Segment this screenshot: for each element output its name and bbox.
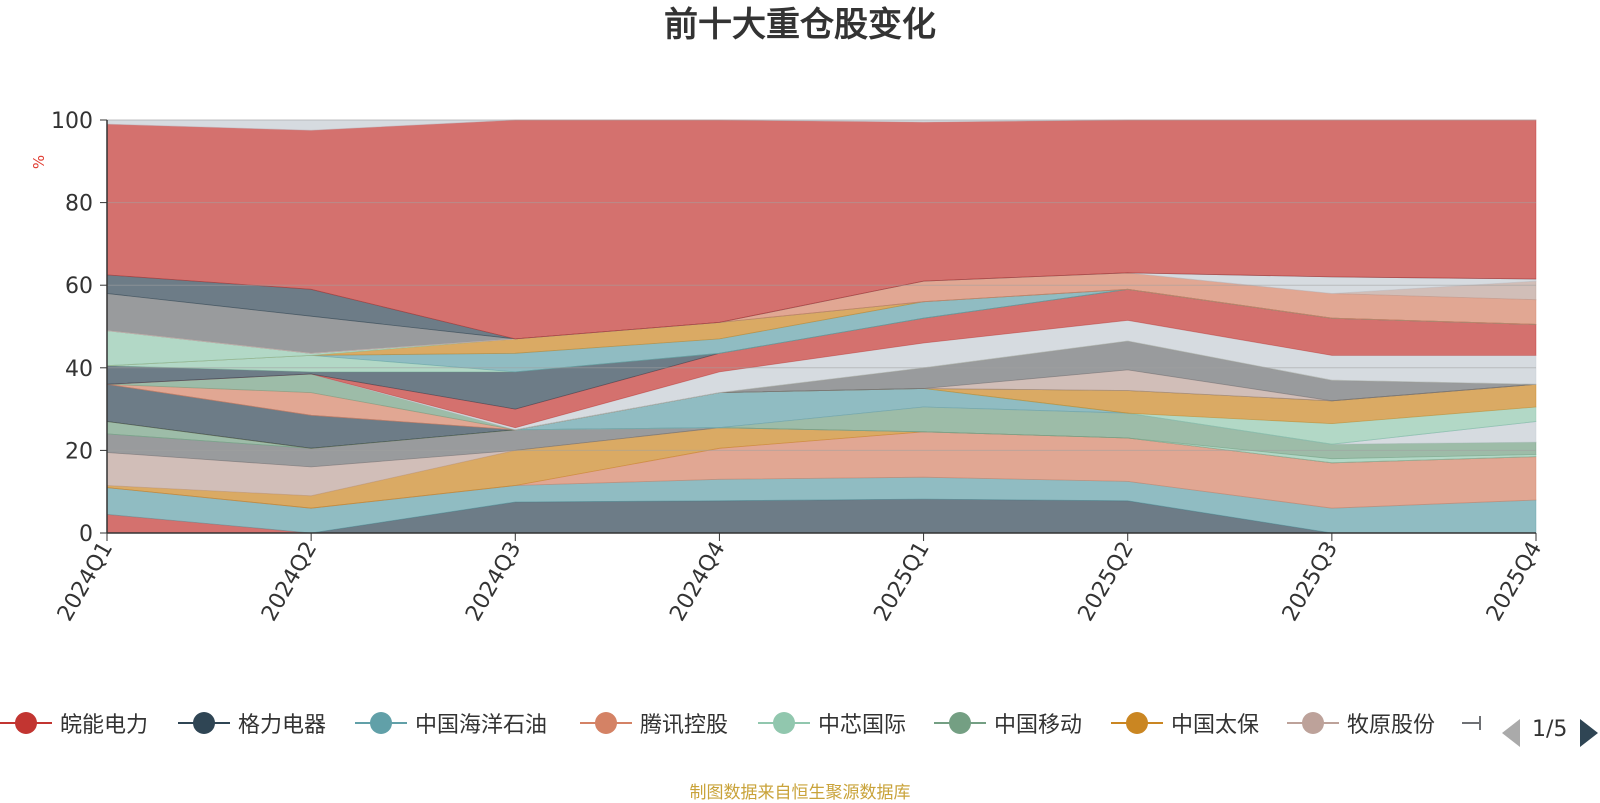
legend-item[interactable]: 中芯国际 <box>758 705 906 741</box>
x-tick-label: 2025Q4 <box>1482 538 1547 626</box>
area-bands <box>106 119 1537 534</box>
legend-item[interactable]: 牧原股份 <box>1287 705 1435 741</box>
y-tick-label: 80 <box>65 192 93 217</box>
legend-marker-icon <box>580 712 632 734</box>
legend-item[interactable]: 皖能电力 <box>0 705 148 741</box>
x-tick-label: 2025Q3 <box>1278 538 1343 626</box>
legend-marker-icon <box>934 712 986 734</box>
y-tick-label: 100 <box>51 109 93 134</box>
x-tick-label: 2025Q2 <box>1074 538 1139 626</box>
legend-marker-icon <box>355 712 407 734</box>
legend-label: 中国海洋石油 <box>415 713 548 738</box>
legend-item[interactable]: 腾讯控股 <box>580 705 728 741</box>
legend-page-indicator: 1/5 <box>1532 717 1568 742</box>
legend-label: 中芯国际 <box>818 713 907 738</box>
x-tick-label: 2024Q4 <box>665 538 730 626</box>
legend-label: 牧原股份 <box>1347 713 1436 738</box>
legend-marker-icon <box>0 712 52 734</box>
y-axis-unit-label: % <box>30 155 48 169</box>
legend-label: 中国移动 <box>994 713 1083 738</box>
grid-lines <box>107 119 1536 534</box>
legend-item[interactable]: 中国太保 <box>1111 705 1259 741</box>
legend-item[interactable]: 格力电器 <box>178 705 326 741</box>
legend-marker-icon <box>758 712 810 734</box>
legend-next-page-icon[interactable] <box>1578 718 1600 748</box>
y-tick-label: 40 <box>65 357 93 382</box>
legend-item[interactable]: 中国海洋石油 <box>355 705 547 741</box>
legend-marker-icon <box>1287 712 1339 734</box>
legend-prev-page-icon[interactable] <box>1500 718 1522 748</box>
legend-label: 格力电器 <box>238 713 327 738</box>
chart-title: 前十大重仓股变化 <box>664 5 936 45</box>
legend-item-partial[interactable] <box>1462 705 1482 741</box>
legend-label: 皖能电力 <box>60 713 149 738</box>
y-tick-label: 0 <box>79 522 93 547</box>
data-source-note: 制图数据来自恒生聚源数据库 <box>689 783 911 803</box>
legend-marker-icon <box>178 712 230 734</box>
x-tick-label: 2024Q1 <box>53 538 118 626</box>
y-tick-label: 20 <box>65 439 93 464</box>
y-tick-label: 60 <box>65 274 93 299</box>
legend-label: 中国太保 <box>1171 713 1260 738</box>
legend-marker-icon <box>1111 712 1163 734</box>
legend-marker-icon <box>1462 716 1481 730</box>
legend: 皖能电力 格力电器 中国海洋石油 腾讯控股 中芯国际 中国移动 中国太保 牧原股份 <box>0 705 1600 741</box>
x-tick-label: 2024Q2 <box>257 538 322 626</box>
x-tick-label: 2024Q3 <box>461 538 526 626</box>
legend-label: 腾讯控股 <box>640 713 729 738</box>
stacked-area-chart: 0 20 40 60 80 100 2024Q1 2024Q2 2024Q3 2024Q4 2025… <box>30 109 1547 626</box>
x-tick-label: 2025Q1 <box>869 538 934 626</box>
legend-item[interactable]: 中国移动 <box>934 705 1082 741</box>
